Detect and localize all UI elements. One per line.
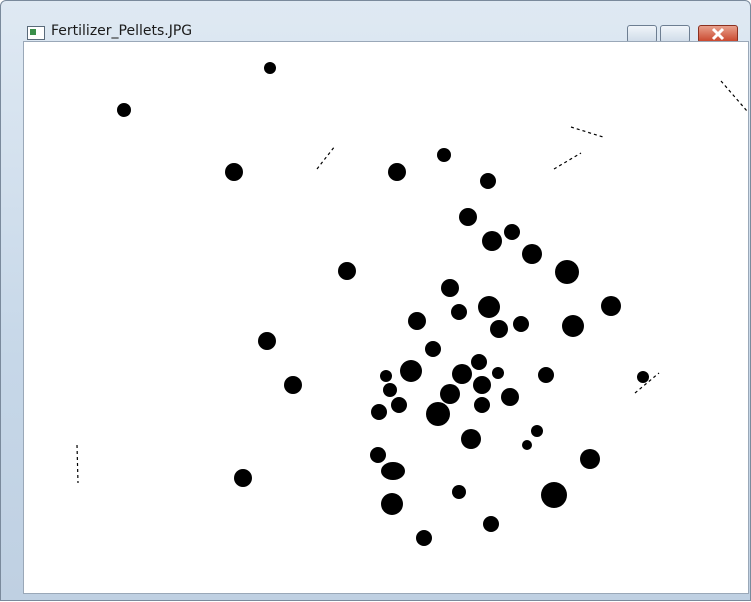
pellet <box>437 148 451 162</box>
pellet <box>284 376 302 394</box>
window: Fertilizer_Pellets.JPG <box>0 0 751 601</box>
pellet <box>473 376 491 394</box>
pellet <box>483 516 499 532</box>
pellet <box>370 447 386 463</box>
pellet <box>400 360 422 382</box>
pellet <box>471 354 487 370</box>
pellet <box>501 388 519 406</box>
pellet-image <box>1 1 751 602</box>
pellet <box>388 163 406 181</box>
pellet <box>513 316 529 332</box>
pellet <box>562 315 584 337</box>
pellet <box>371 404 387 420</box>
pellet <box>264 62 276 74</box>
pellet <box>258 332 276 350</box>
pellet <box>480 173 496 189</box>
speck <box>554 153 581 169</box>
shape-group <box>77 81 747 483</box>
pellet <box>504 224 520 240</box>
pellet <box>408 312 426 330</box>
pellet <box>601 296 621 316</box>
pellet <box>380 370 392 382</box>
pellet <box>531 425 543 437</box>
pellet <box>541 482 567 508</box>
pellet <box>391 397 407 413</box>
pellet <box>416 530 432 546</box>
pellet <box>637 371 649 383</box>
pellet <box>522 244 542 264</box>
pellet <box>452 485 466 499</box>
speck <box>77 445 78 483</box>
pellet <box>234 469 252 487</box>
pellet <box>538 367 554 383</box>
pellet <box>461 429 481 449</box>
pellet <box>426 402 450 426</box>
pellet <box>452 364 472 384</box>
pellet <box>440 384 460 404</box>
pellet <box>474 397 490 413</box>
pellet <box>490 320 508 338</box>
pellet <box>381 493 403 515</box>
pellet <box>425 341 441 357</box>
pellet <box>441 279 459 297</box>
speck <box>571 127 603 137</box>
pellet <box>117 103 131 117</box>
pellet <box>522 440 532 450</box>
pellet <box>478 296 500 318</box>
pellet <box>381 462 405 480</box>
speck <box>317 146 335 169</box>
shape-group <box>117 62 649 546</box>
pellet <box>580 449 600 469</box>
pellet <box>383 383 397 397</box>
speck <box>721 81 747 111</box>
pellet <box>482 231 502 251</box>
pellet <box>555 260 579 284</box>
pellet <box>492 367 504 379</box>
pellet <box>338 262 356 280</box>
pellet <box>451 304 467 320</box>
pellet <box>459 208 477 226</box>
pellet <box>225 163 243 181</box>
